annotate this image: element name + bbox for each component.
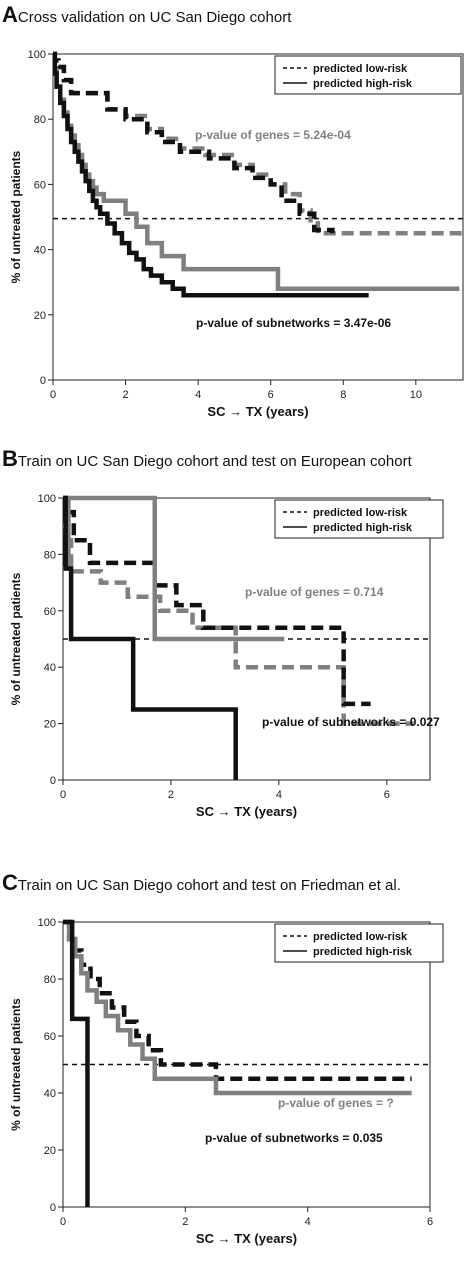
y-tick-label: 0 xyxy=(50,775,56,787)
legend-label: predicted high-risk xyxy=(313,522,413,534)
x-tick-label: 6 xyxy=(427,1216,433,1228)
y-tick-label: 80 xyxy=(44,549,56,561)
survival-curve-dashed-gray xyxy=(63,523,414,726)
y-tick-label: 100 xyxy=(38,493,56,505)
y-tick-label: 100 xyxy=(38,917,56,929)
x-tick-label: 4 xyxy=(276,789,282,801)
legend-label: predicted high-risk xyxy=(313,946,413,958)
legend-box xyxy=(274,499,444,539)
survival-curve-solid-gray xyxy=(63,919,412,1096)
legend-box xyxy=(274,923,444,963)
x-tick-label: 6 xyxy=(384,789,390,801)
panel-b: BTrain on UC San Diego cohort and test o… xyxy=(0,444,473,864)
y-tick-label: 20 xyxy=(44,719,56,731)
x-tick-label: 10 xyxy=(410,389,422,401)
survival-curve-solid-black xyxy=(52,51,369,298)
x-tick-label: 2 xyxy=(182,1216,188,1228)
y-tick-label: 80 xyxy=(44,974,56,986)
y-tick-label: 0 xyxy=(50,1202,56,1214)
y-tick-label: 40 xyxy=(44,1088,56,1100)
panel-c-title: CTrain on UC San Diego cohort and test o… xyxy=(2,870,401,896)
survival-curve-solid-black xyxy=(63,919,90,1207)
x-tick-label: 8 xyxy=(340,389,346,401)
plot-frame xyxy=(52,53,464,381)
x-tick-label: 0 xyxy=(60,789,66,801)
subnetworks-p-value-annotation: p-value of subnetworks = 0.035 xyxy=(205,1131,383,1145)
x-axis-label: SC → TX (years) xyxy=(196,804,297,819)
panel-a-title: ACross validation on UC San Diego cohort xyxy=(2,2,291,28)
genes-p-value-annotation: p-value of genes = 5.24e-04 xyxy=(195,128,351,142)
chart-c: 0 20 40 60 80 100 0 2 4 6 SC → TX (years) % of untr… xyxy=(9,917,444,1246)
survival-curve-solid-gray xyxy=(52,51,460,291)
y-tick-label: 60 xyxy=(44,1031,56,1043)
genes-p-value-annotation: p-value of genes = 0.714 xyxy=(245,585,384,599)
y-tick-label: 100 xyxy=(28,49,46,61)
y-tick-label: 60 xyxy=(34,179,46,191)
y-tick-label: 60 xyxy=(44,606,56,618)
x-tick-label: 2 xyxy=(168,789,174,801)
x-tick-label: 2 xyxy=(123,389,129,401)
y-tick-label: 20 xyxy=(44,1145,56,1157)
panel-c-letter: C xyxy=(2,870,18,895)
y-tick-label: 40 xyxy=(34,245,46,257)
y-axis-label: % of untreated patients xyxy=(9,572,23,705)
y-tick-label: 20 xyxy=(34,310,46,322)
survival-curve-dashed-black xyxy=(52,51,335,234)
subnetworks-p-value-annotation: p-value of subnetworks = 0.027 xyxy=(262,715,440,729)
chart-b: 0 20 40 60 80 100 0 2 4 6 SC → TX (years) % of untr… xyxy=(9,493,444,819)
panel-b-title-text: Train on UC San Diego cohort and test on… xyxy=(17,453,412,470)
genes-p-value-annotation: p-value of genes = ? xyxy=(278,1096,394,1110)
legend-label: predicted low-risk xyxy=(313,931,408,943)
chart-a: 0 20 40 60 80 100 0 2 4 6 8 10 SC → TX (years) % of u… xyxy=(9,49,464,419)
x-tick-label: 0 xyxy=(60,1216,66,1228)
legend-box xyxy=(274,55,462,95)
panel-c-title-text: Train on UC San Diego cohort and test on… xyxy=(17,877,401,894)
panel-c: CTrain on UC San Diego cohort and test o… xyxy=(0,868,473,1280)
survival-curve-solid-gray xyxy=(63,495,285,642)
panel-a-letter: A xyxy=(2,2,18,27)
legend-label: predicted low-risk xyxy=(313,63,408,75)
x-axis-label: SC → TX (years) xyxy=(207,404,308,419)
subnetworks-p-value-annotation: p-value of subnetworks = 3.47e-06 xyxy=(196,316,391,330)
y-tick-label: 0 xyxy=(40,375,46,387)
y-tick-label: 80 xyxy=(34,114,46,126)
legend-label: predicted high-risk xyxy=(313,78,413,90)
x-tick-label: 4 xyxy=(195,389,201,401)
x-axis-label: SC → TX (years) xyxy=(196,1231,297,1246)
panel-b-letter: B xyxy=(2,446,18,471)
legend-label: predicted low-risk xyxy=(313,507,408,519)
y-axis-label: % of untreated patients xyxy=(9,150,23,283)
x-tick-label: 6 xyxy=(268,389,274,401)
panel-a: ACross validation on UC San Diego cohort… xyxy=(0,0,473,430)
panel-b-title: BTrain on UC San Diego cohort and test o… xyxy=(2,446,412,472)
x-tick-label: 4 xyxy=(305,1216,311,1228)
panel-a-title-text: Cross validation on UC San Diego cohort xyxy=(17,9,292,26)
y-tick-label: 40 xyxy=(44,662,56,674)
survival-curve-solid-black xyxy=(63,495,238,780)
y-axis-label: % of untreated patients xyxy=(9,998,23,1131)
x-tick-label: 0 xyxy=(50,389,56,401)
